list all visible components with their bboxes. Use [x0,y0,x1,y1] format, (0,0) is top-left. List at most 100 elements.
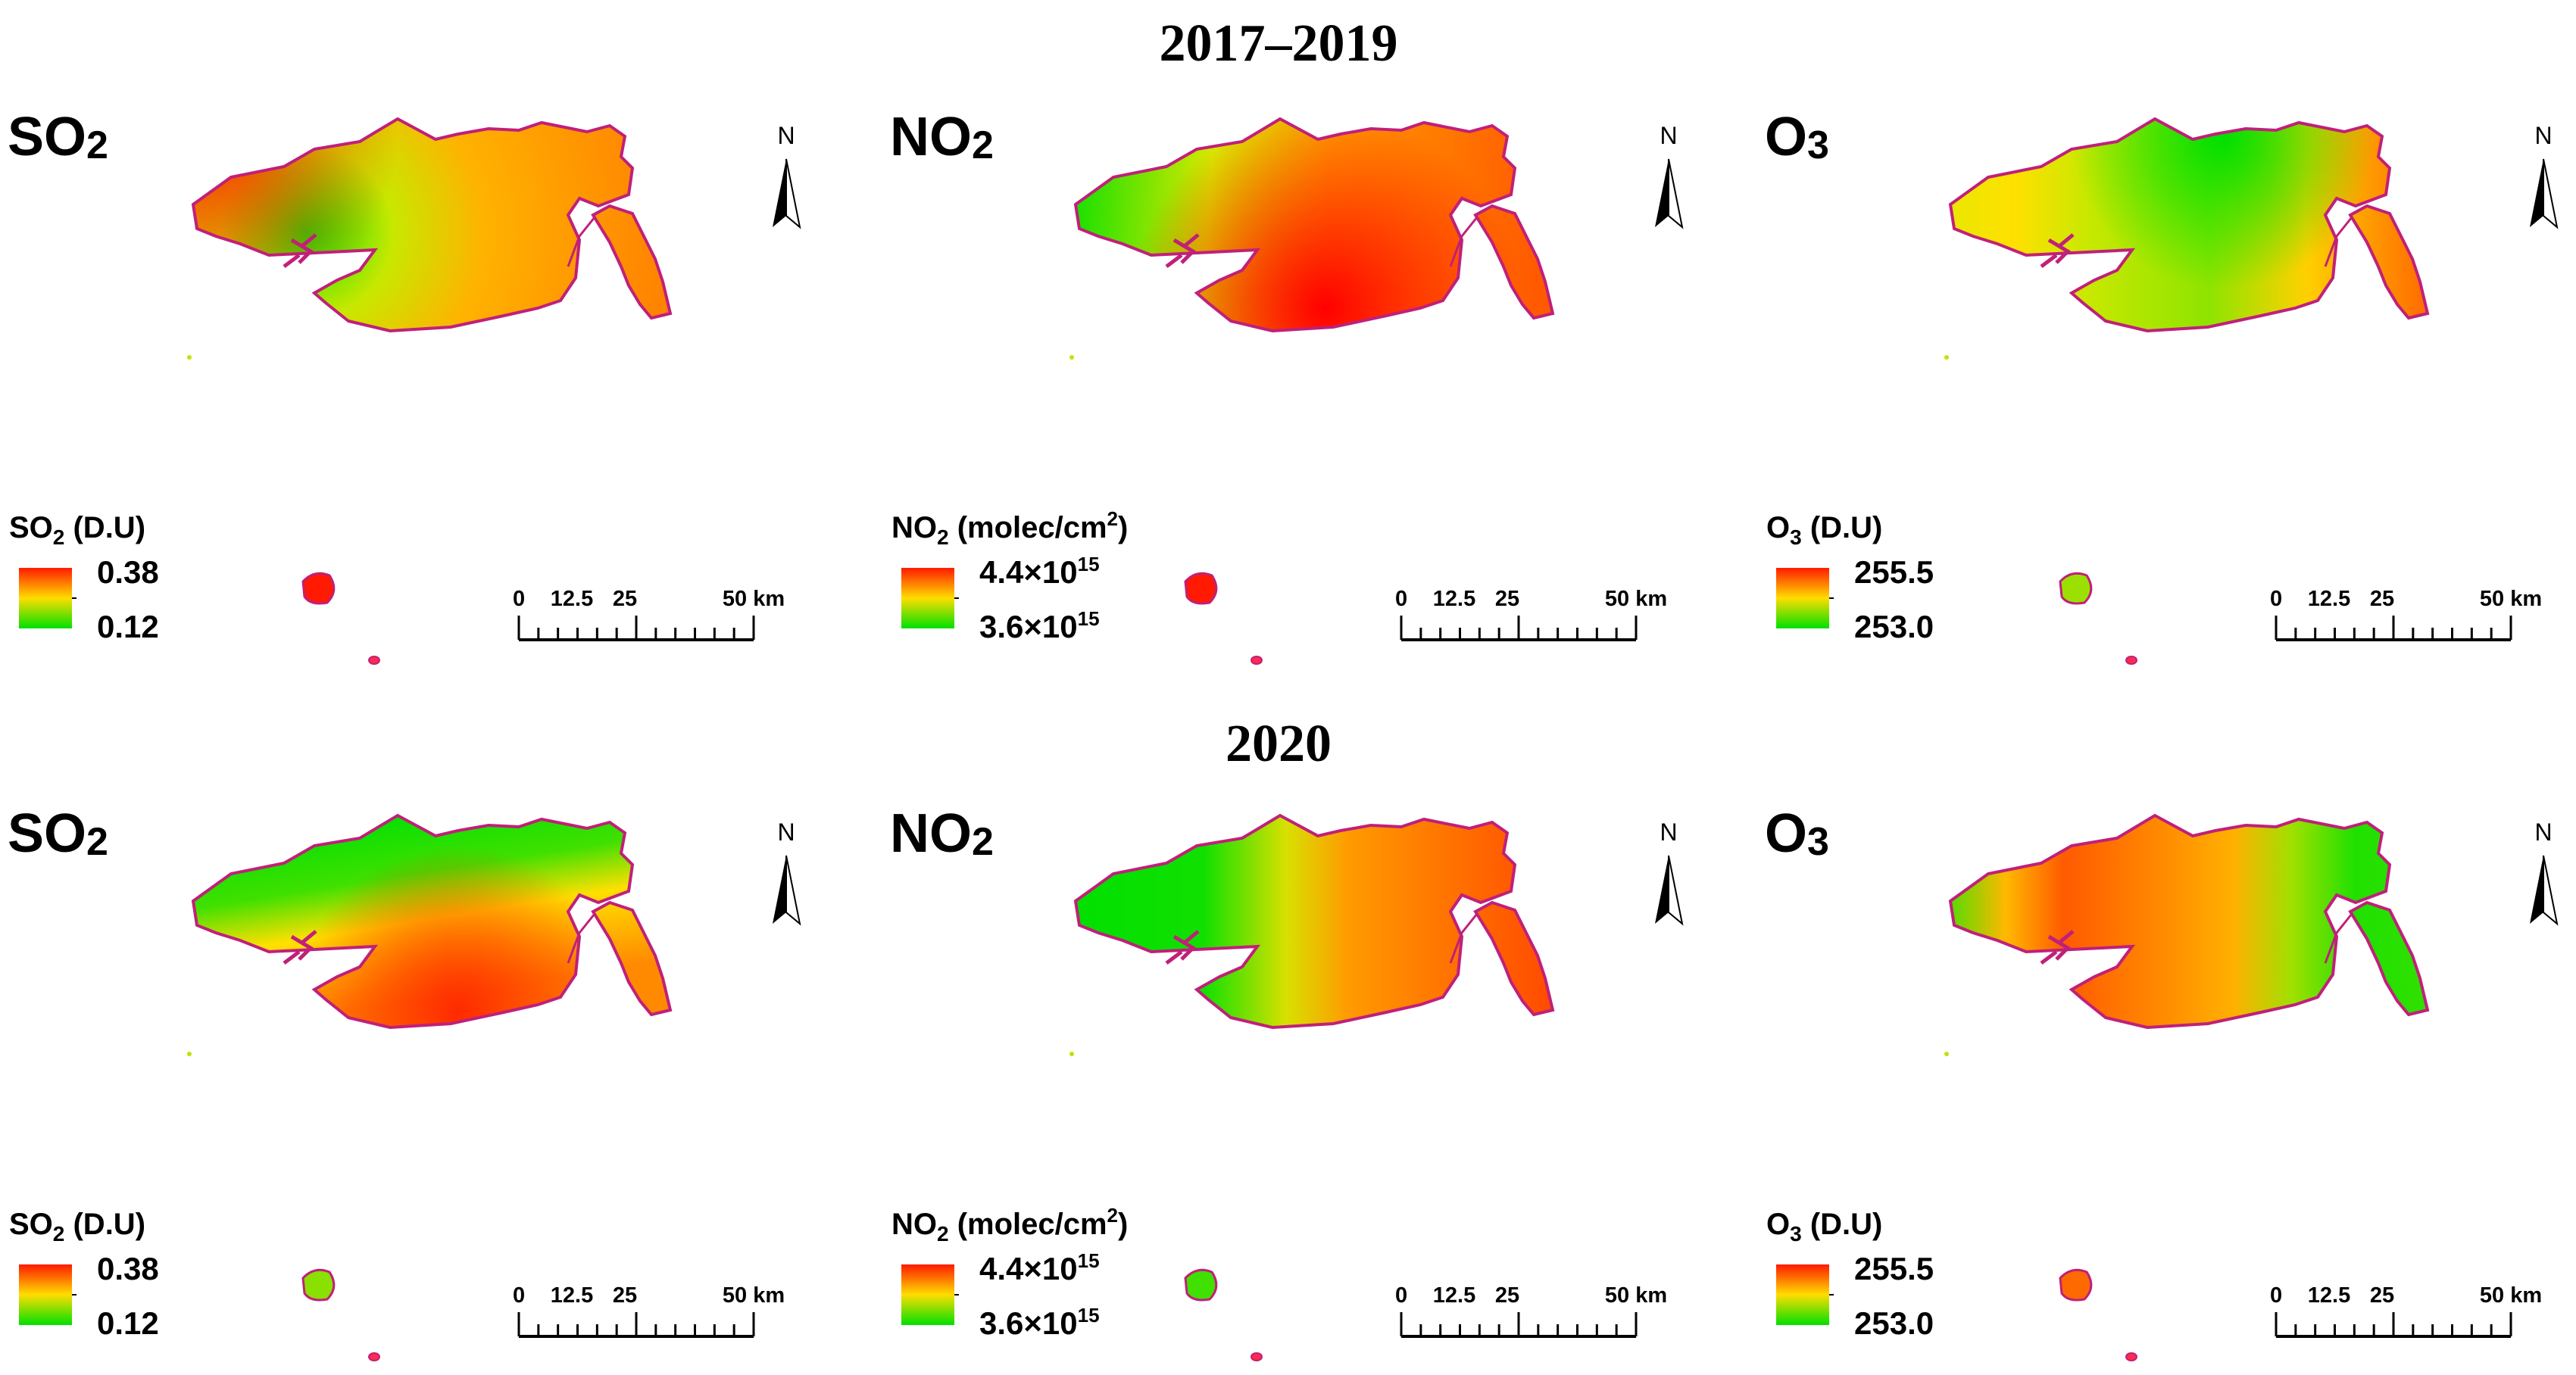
small-island [2125,1352,2137,1361]
period-heading-2020: 2020 [1226,715,1332,773]
small-island [368,1352,380,1361]
islet-dot [1944,1052,1949,1056]
legend-min: 0.12 [97,609,159,644]
region-map [1074,814,1554,1029]
inlet-river [283,930,317,965]
bay-edge [567,913,596,964]
legend-ramp [19,568,72,628]
scale-bar: 0 12.5 25 50 km [1395,1283,1667,1338]
region-map [192,117,672,332]
north-arrow-icon: N [773,122,801,229]
concentration-surface [1076,119,1553,331]
bay-edge [1449,913,1478,964]
scale-tick-label: 25 [613,587,637,611]
scale-tick-label: 25 [1495,1283,1519,1308]
bay-edge [1449,217,1478,267]
concentration-surface [193,119,670,331]
panel-title: NO2 [890,107,994,167]
legend-title: SO2 (D.U) [9,1208,145,1246]
legend-title: NO2 (molec/cm2) [891,507,1128,549]
north-arrow-icon: N [2530,818,2559,926]
legend-min: 3.6×1015 [979,607,1100,644]
legend-max: 255.5 [1854,554,1934,590]
concentration-surface [1950,815,2428,1027]
legend-min: 253.0 [1854,1305,1934,1341]
legend-ramp [19,1264,72,1325]
scale-tick-label: 25 [2370,1283,2394,1308]
legend: O3 (D.U) 255.5 253.0 [1766,511,1934,644]
scale-tick-label: 0 [1395,587,1407,611]
scale-tick-label: 50 km [2480,587,2542,611]
scale-tick-label: 0 [2270,1283,2282,1308]
island [1184,572,1218,605]
panel-title: SO2 [8,803,108,864]
scale-tick-label: 25 [2370,587,2394,611]
concentration-surface [1076,815,1553,1027]
legend-ramp [901,568,954,628]
map-panel-so2-2017-2019: SO2 N SO2 (D.U) 0.38 0.12 0 12.5 25 50 km [8,107,801,665]
scale-tick-label: 0 [513,1283,525,1308]
scale-tick-label: 50 km [723,587,785,611]
north-label: N [2534,122,2552,149]
scale-tick-label: 12.5 [1433,1283,1475,1308]
north-arrow-icon: N [1655,122,1684,229]
panel-title: O3 [1765,803,1829,864]
north-label: N [777,818,795,846]
small-island [1251,656,1263,665]
scale-tick-label: 50 km [1605,587,1667,611]
north-arrow-icon: N [773,818,801,926]
legend-max: 255.5 [1854,1251,1934,1286]
legend-max: 0.38 [97,554,159,590]
islet-dot [1069,1052,1074,1056]
islet-dot [187,1052,192,1056]
scale-tick-label: 12.5 [2308,1283,2350,1308]
map-panel-o3-2020: O3 N O3 (D.U) 255.5 253.0 0 12.5 25 50 km [1765,803,2559,1361]
legend: NO2 (molec/cm2)4.4×1015 3.6×1015 [891,1204,1128,1341]
map-panel-o3-2017-2019: O3 N O3 (D.U) 255.5 253.0 0 12.5 25 50 km [1765,107,2559,665]
legend-title: NO2 (molec/cm2) [891,1204,1128,1246]
concentration-surface [1950,119,2428,331]
north-label: N [1660,818,1677,846]
legend-min: 253.0 [1854,609,1934,644]
island [301,1268,336,1302]
scale-tick-label: 12.5 [2308,587,2350,611]
north-label: N [777,122,795,149]
panel-title: SO2 [8,107,108,167]
legend-ramp [1776,568,1829,628]
scale-tick-label: 12.5 [1433,587,1475,611]
scale-bar: 0 12.5 25 50 km [2270,587,2542,641]
north-label: N [1660,122,1677,149]
legend-title: O3 (D.U) [1766,511,1882,549]
inlet-river [283,233,317,268]
islet-dot [1944,355,1949,360]
bay-edge [567,217,596,267]
scale-bar: 0 12.5 25 50 km [513,587,785,641]
panel-title: O3 [1765,107,1829,167]
legend-title: O3 (D.U) [1766,1208,1882,1246]
scale-tick-label: 50 km [1605,1283,1667,1308]
north-arrow-icon: N [1655,818,1684,926]
inlet-river [2040,930,2075,965]
inlet-river [1165,930,1200,965]
panel-title: NO2 [890,803,994,864]
scale-bar: 0 12.5 25 50 km [2270,1283,2542,1338]
legend-max: 0.38 [97,1251,159,1286]
legend-max: 4.4×1015 [979,1249,1100,1286]
island [2059,572,2093,605]
region-map [1074,117,1554,332]
map-panel-no2-2020: NO2 N NO2 (molec/cm2)4.4×1015 3.6×1015 0 12.5… [890,803,1684,1361]
bay-edge [2324,217,2353,267]
legend-min: 3.6×1015 [979,1304,1100,1341]
region-map [1949,814,2429,1029]
period-heading-2017-2019: 2017–2019 [1160,14,1398,73]
legend: O3 (D.U) 255.5 253.0 [1766,1208,1934,1341]
legend-ramp [1776,1264,1829,1325]
legend: SO2 (D.U) 0.38 0.12 [9,1208,159,1341]
island [2059,1268,2093,1302]
scale-tick-label: 12.5 [551,587,593,611]
map-panel-so2-2020: SO2 N SO2 (D.U) 0.38 0.12 0 12.5 25 50 km [8,803,801,1361]
islet-dot [1069,355,1074,360]
inlet-river [1165,233,1200,268]
inlet-river [2040,233,2075,268]
